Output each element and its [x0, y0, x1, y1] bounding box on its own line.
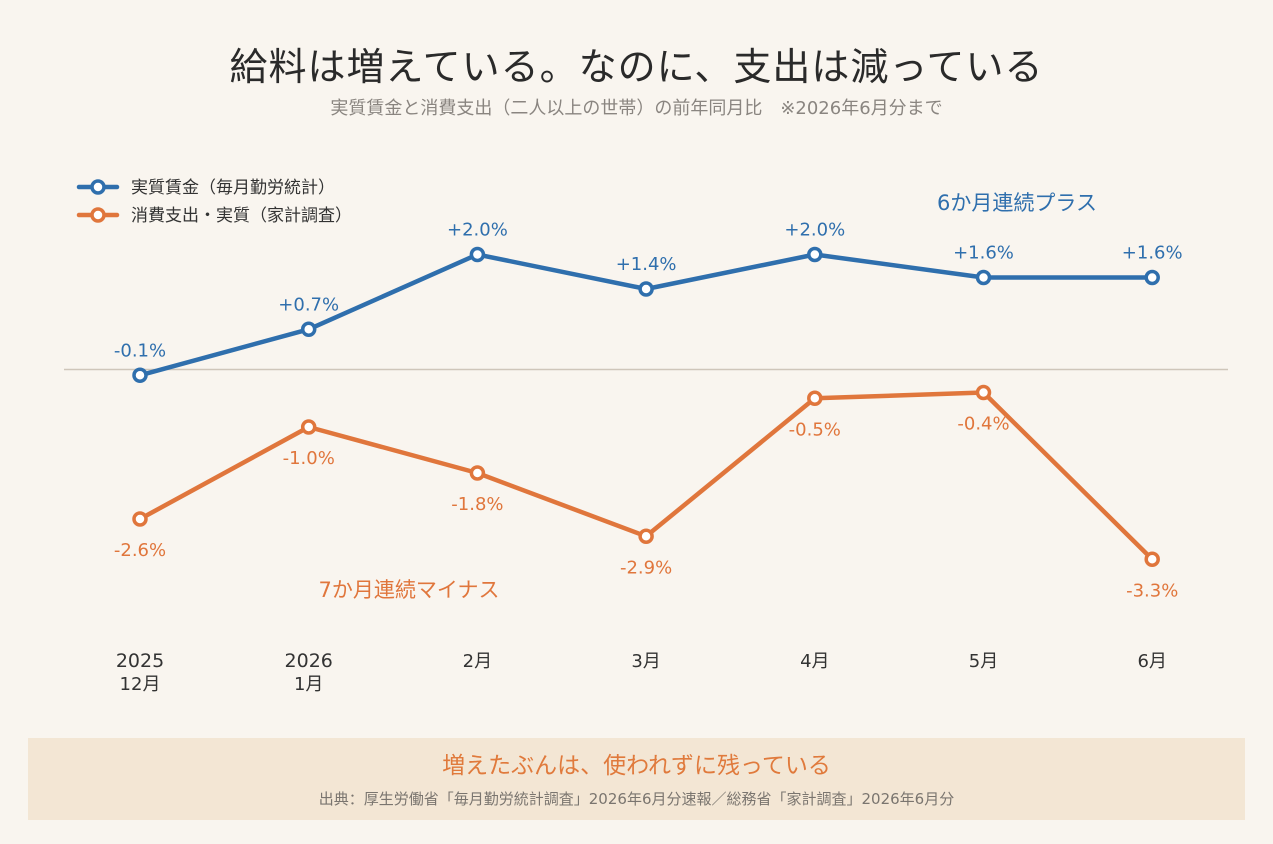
- data-point: [638, 528, 654, 544]
- data-point: [132, 511, 148, 527]
- data-label: -2.6%: [114, 540, 166, 561]
- data-point: [300, 321, 317, 337]
- x-tick-label: 5月: [969, 651, 998, 672]
- data-point: [807, 246, 823, 263]
- x-tick-label: 4月: [800, 651, 829, 672]
- data-point: [1144, 269, 1160, 286]
- legend-label: 消費支出・実質（家計調査）: [131, 206, 352, 226]
- data-point: [1144, 551, 1160, 567]
- data-point: [807, 390, 823, 406]
- source-note: 出典：厚生労働省「毎月勤労統計調査」2026年6月分速報／総務省「家計調査」20…: [318, 790, 955, 808]
- data-label: -0.5%: [789, 419, 841, 440]
- x-tick-label: 2026: [285, 650, 333, 672]
- footer-message: 増えたぶんは、使われずに残っている: [442, 753, 831, 779]
- data-label: -0.4%: [957, 414, 1009, 435]
- legend-marker: [90, 207, 106, 223]
- data-point: [975, 384, 992, 401]
- x-tick-label: 3月: [631, 651, 660, 672]
- data-point: [638, 281, 654, 297]
- data-label: +1.6%: [1122, 243, 1183, 264]
- data-label: +2.0%: [447, 220, 508, 241]
- data-point: [300, 419, 317, 435]
- footer-box: 増えたぶんは、使われずに残っている 出典：厚生労働省「毎月勤労統計調査」2026…: [28, 738, 1245, 820]
- data-label: +2.0%: [784, 220, 845, 241]
- data-label: +1.4%: [616, 254, 677, 275]
- data-label: -2.9%: [620, 557, 672, 578]
- annotation-spending: 7か月連続マイナス: [319, 578, 500, 602]
- x-tick-label: 2月: [463, 651, 492, 672]
- data-label: +1.6%: [953, 243, 1014, 264]
- annotation-wage: 6か月連続プラス: [937, 191, 1097, 215]
- x-tick-label: 2025: [116, 650, 164, 672]
- legend-marker: [90, 179, 106, 195]
- data-label: -3.3%: [1126, 580, 1178, 601]
- x-tick-label: 6月: [1137, 651, 1166, 672]
- data-point: [469, 246, 486, 263]
- data-label: -1.8%: [451, 494, 503, 515]
- data-label: -0.1%: [114, 340, 166, 361]
- data-label: +0.7%: [278, 294, 339, 315]
- chart-title: 給料は増えている。なのに、支出は減っている: [229, 45, 1044, 89]
- x-tick-label: 12月: [120, 674, 161, 695]
- data-point: [469, 465, 486, 481]
- legend-label: 実質賃金（毎月勤労統計）: [131, 178, 335, 198]
- data-label: -1.0%: [283, 448, 335, 469]
- chart-subtitle: 実質賃金と消費支出（二人以上の世帯）の前年同月比 ※2026年6月分まで: [330, 98, 943, 119]
- x-tick-label: 1月: [294, 674, 323, 695]
- data-point: [975, 269, 992, 286]
- data-point: [132, 367, 148, 383]
- line-chart: -0.1% +0.7% +2.0% +1.4% +2.0% +1.6% +1.6% -2.6%…: [64, 178, 1228, 695]
